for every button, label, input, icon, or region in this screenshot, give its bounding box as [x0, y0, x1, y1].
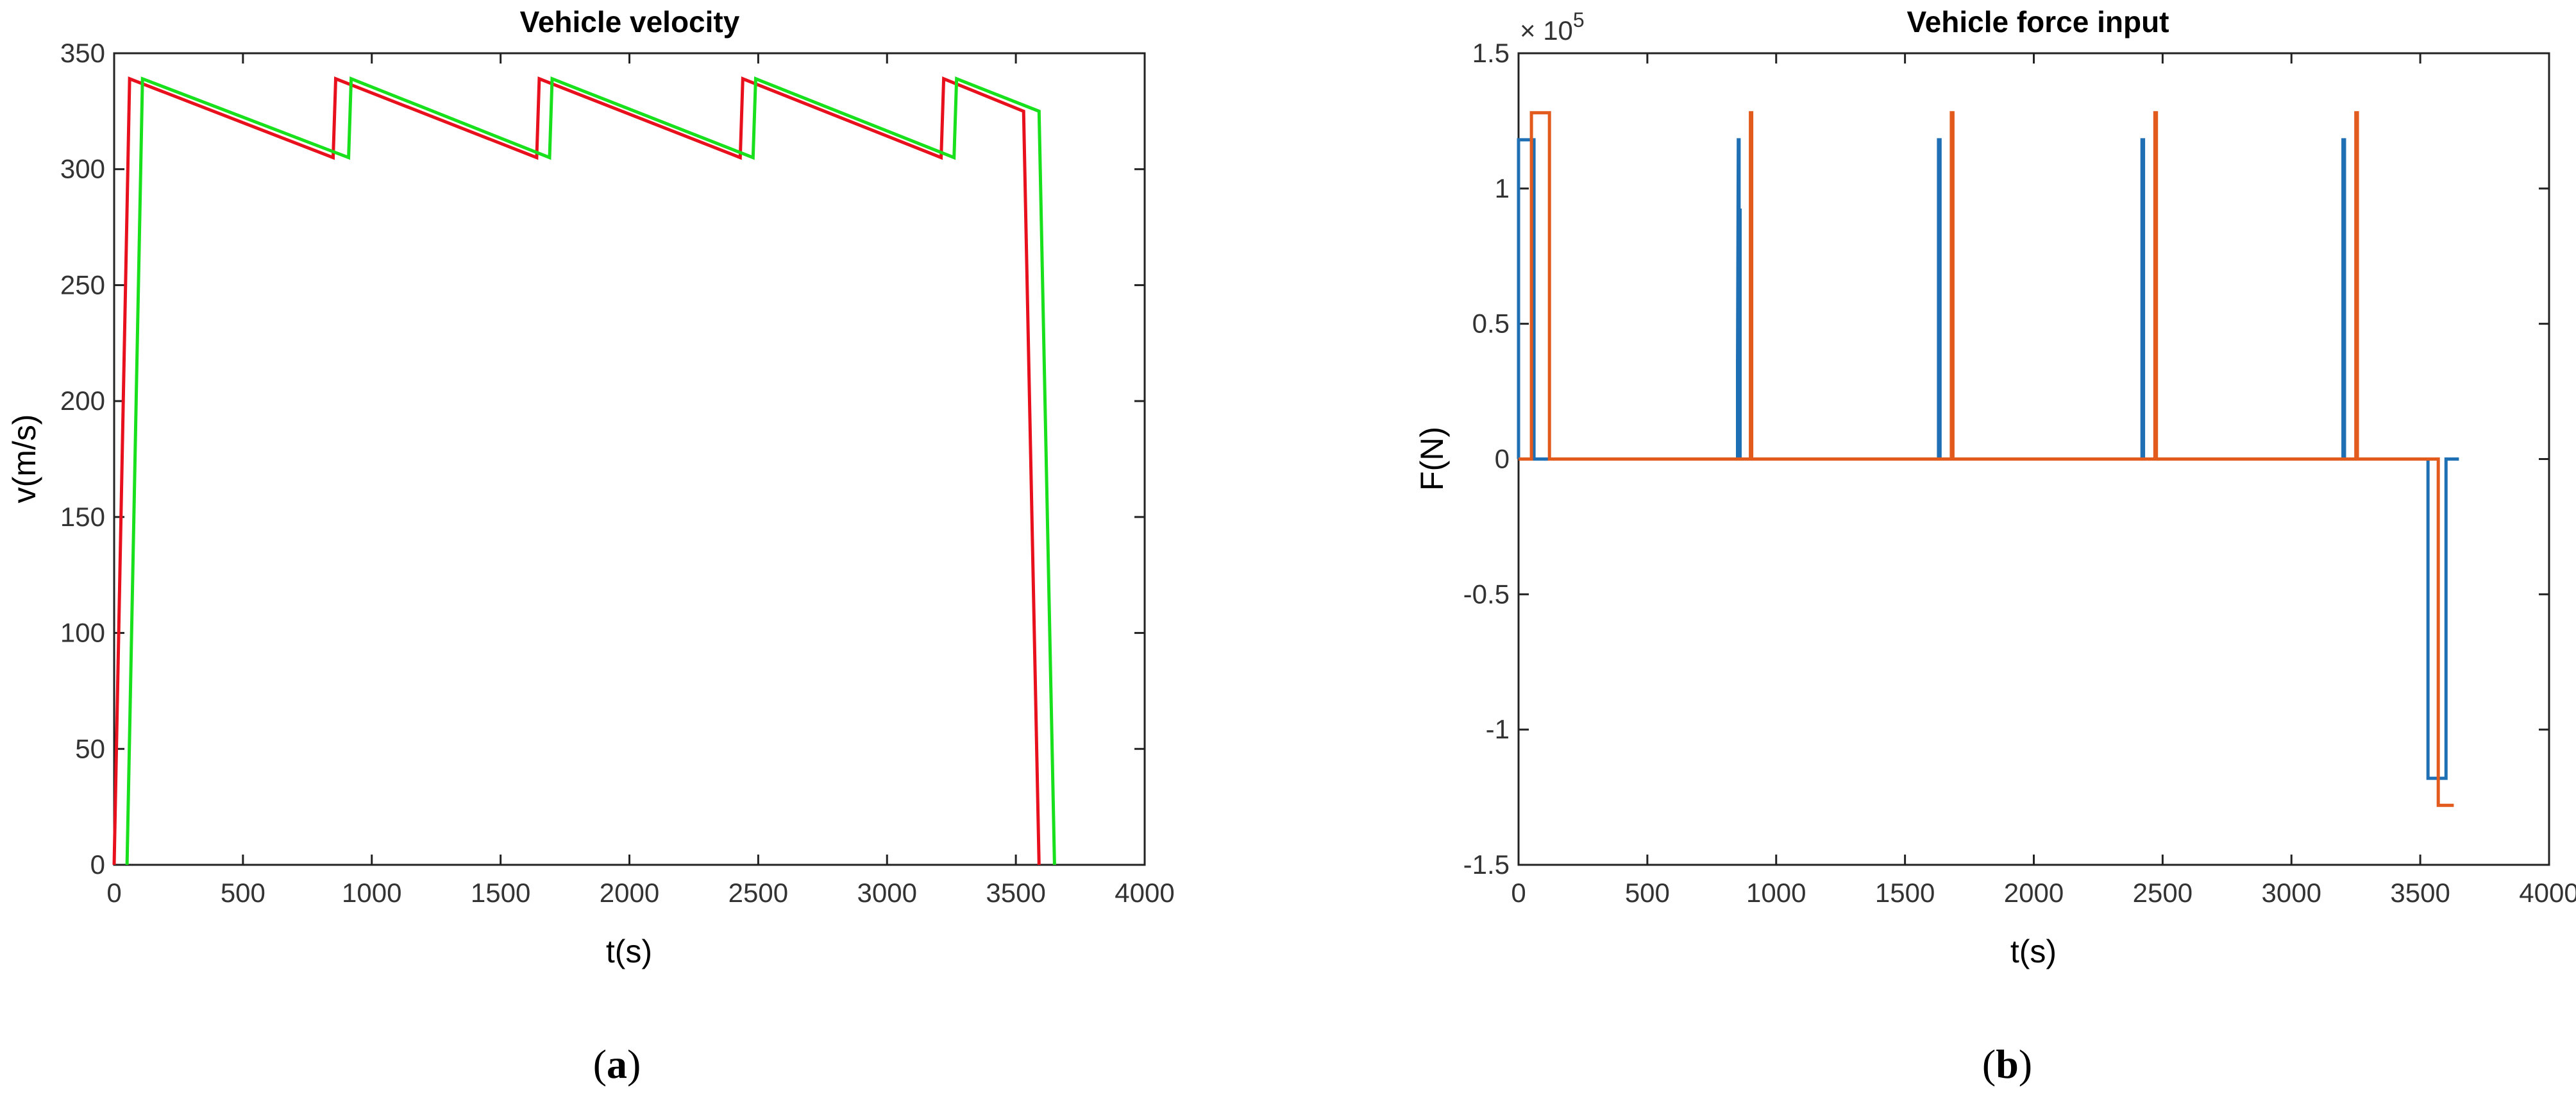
x-tick-label: 1500: [471, 878, 530, 908]
y-tick-label: 0: [1495, 444, 1510, 474]
y-ticks: 0 50 100 150 200 250 300 350: [60, 38, 1145, 880]
y-tick-label: 250: [60, 269, 105, 300]
caption-letter: a: [607, 1041, 627, 1087]
x-tick-label: 0: [1511, 878, 1526, 908]
y-tick-label: 1: [1495, 173, 1510, 203]
y-tick-label: 100: [60, 618, 105, 648]
y-tick-label: 0: [90, 849, 105, 880]
series-line-2: [125, 76, 1056, 865]
series-line-1: [112, 76, 1041, 865]
y-tick-label: -0.5: [1463, 579, 1510, 609]
y-axis-label: F(N): [1414, 427, 1450, 491]
exponent-base: × 10: [1520, 15, 1573, 46]
plot-area: [113, 52, 1146, 866]
x-tick-label: 1000: [342, 878, 401, 908]
x-tick-label: 500: [1625, 878, 1670, 908]
force-chart: Vehicle force input × 105 -1.5 -1 -0.5 0 0.5…: [1414, 5, 2576, 1087]
y-tick-label: -1.5: [1463, 849, 1510, 880]
series-line-2: [1519, 111, 2454, 807]
velocity-chart: Vehicle velocity 0 50 100 150 200 250 300 350 0…: [6, 5, 1175, 1087]
caption-a: (a): [593, 1041, 641, 1087]
x-tick-label: 3500: [2390, 878, 2450, 908]
y-tick-label: 0.5: [1472, 309, 1510, 339]
x-tick-label: 0: [106, 878, 121, 908]
y-tick-label: 350: [60, 38, 105, 68]
x-tick-label: 1500: [1875, 878, 1935, 908]
x-tick-label: 2000: [600, 878, 659, 908]
y-tick-label: -1: [1486, 714, 1510, 744]
x-tick-label: 4000: [2519, 878, 2576, 908]
chart-title: Vehicle force input: [1907, 5, 2169, 38]
exponent-label: × 105: [1520, 8, 1585, 46]
x-ticks: 0 500 1000 1500 2000 2500 3000 3500 4000: [1511, 53, 2576, 908]
x-axis-label: t(s): [2010, 933, 2057, 969]
x-tick-label: 4000: [1115, 878, 1174, 908]
x-tick-label: 2500: [728, 878, 788, 908]
x-tick-label: 3500: [986, 878, 1045, 908]
exponent-power: 5: [1573, 8, 1585, 31]
x-tick-label: 2000: [2004, 878, 2064, 908]
series-group: [112, 76, 1056, 865]
y-axis-label: v(m/s): [6, 414, 42, 504]
y-tick-label: 150: [60, 502, 105, 532]
series-group: [1517, 111, 2459, 807]
y-tick-label: 200: [60, 386, 105, 416]
caption-letter: b: [1996, 1041, 2019, 1087]
chart-title: Vehicle velocity: [520, 5, 740, 38]
x-tick-label: 2500: [2133, 878, 2193, 908]
x-tick-label: 1000: [1746, 878, 1806, 908]
y-tick-label: 50: [75, 733, 105, 763]
caption-b: (b): [1982, 1041, 2032, 1087]
x-axis-label: t(s): [606, 933, 652, 969]
x-tick-label: 3000: [857, 878, 917, 908]
x-tick-label: 3000: [2262, 878, 2321, 908]
y-tick-label: 300: [60, 154, 105, 184]
x-tick-label: 500: [221, 878, 265, 908]
x-ticks: 0 500 1000 1500 2000 2500 3000 3500 4000: [106, 53, 1175, 908]
y-tick-label: 1.5: [1472, 38, 1510, 68]
y-ticks: -1.5 -1 -0.5 0 0.5 1 1.5: [1463, 38, 2549, 880]
